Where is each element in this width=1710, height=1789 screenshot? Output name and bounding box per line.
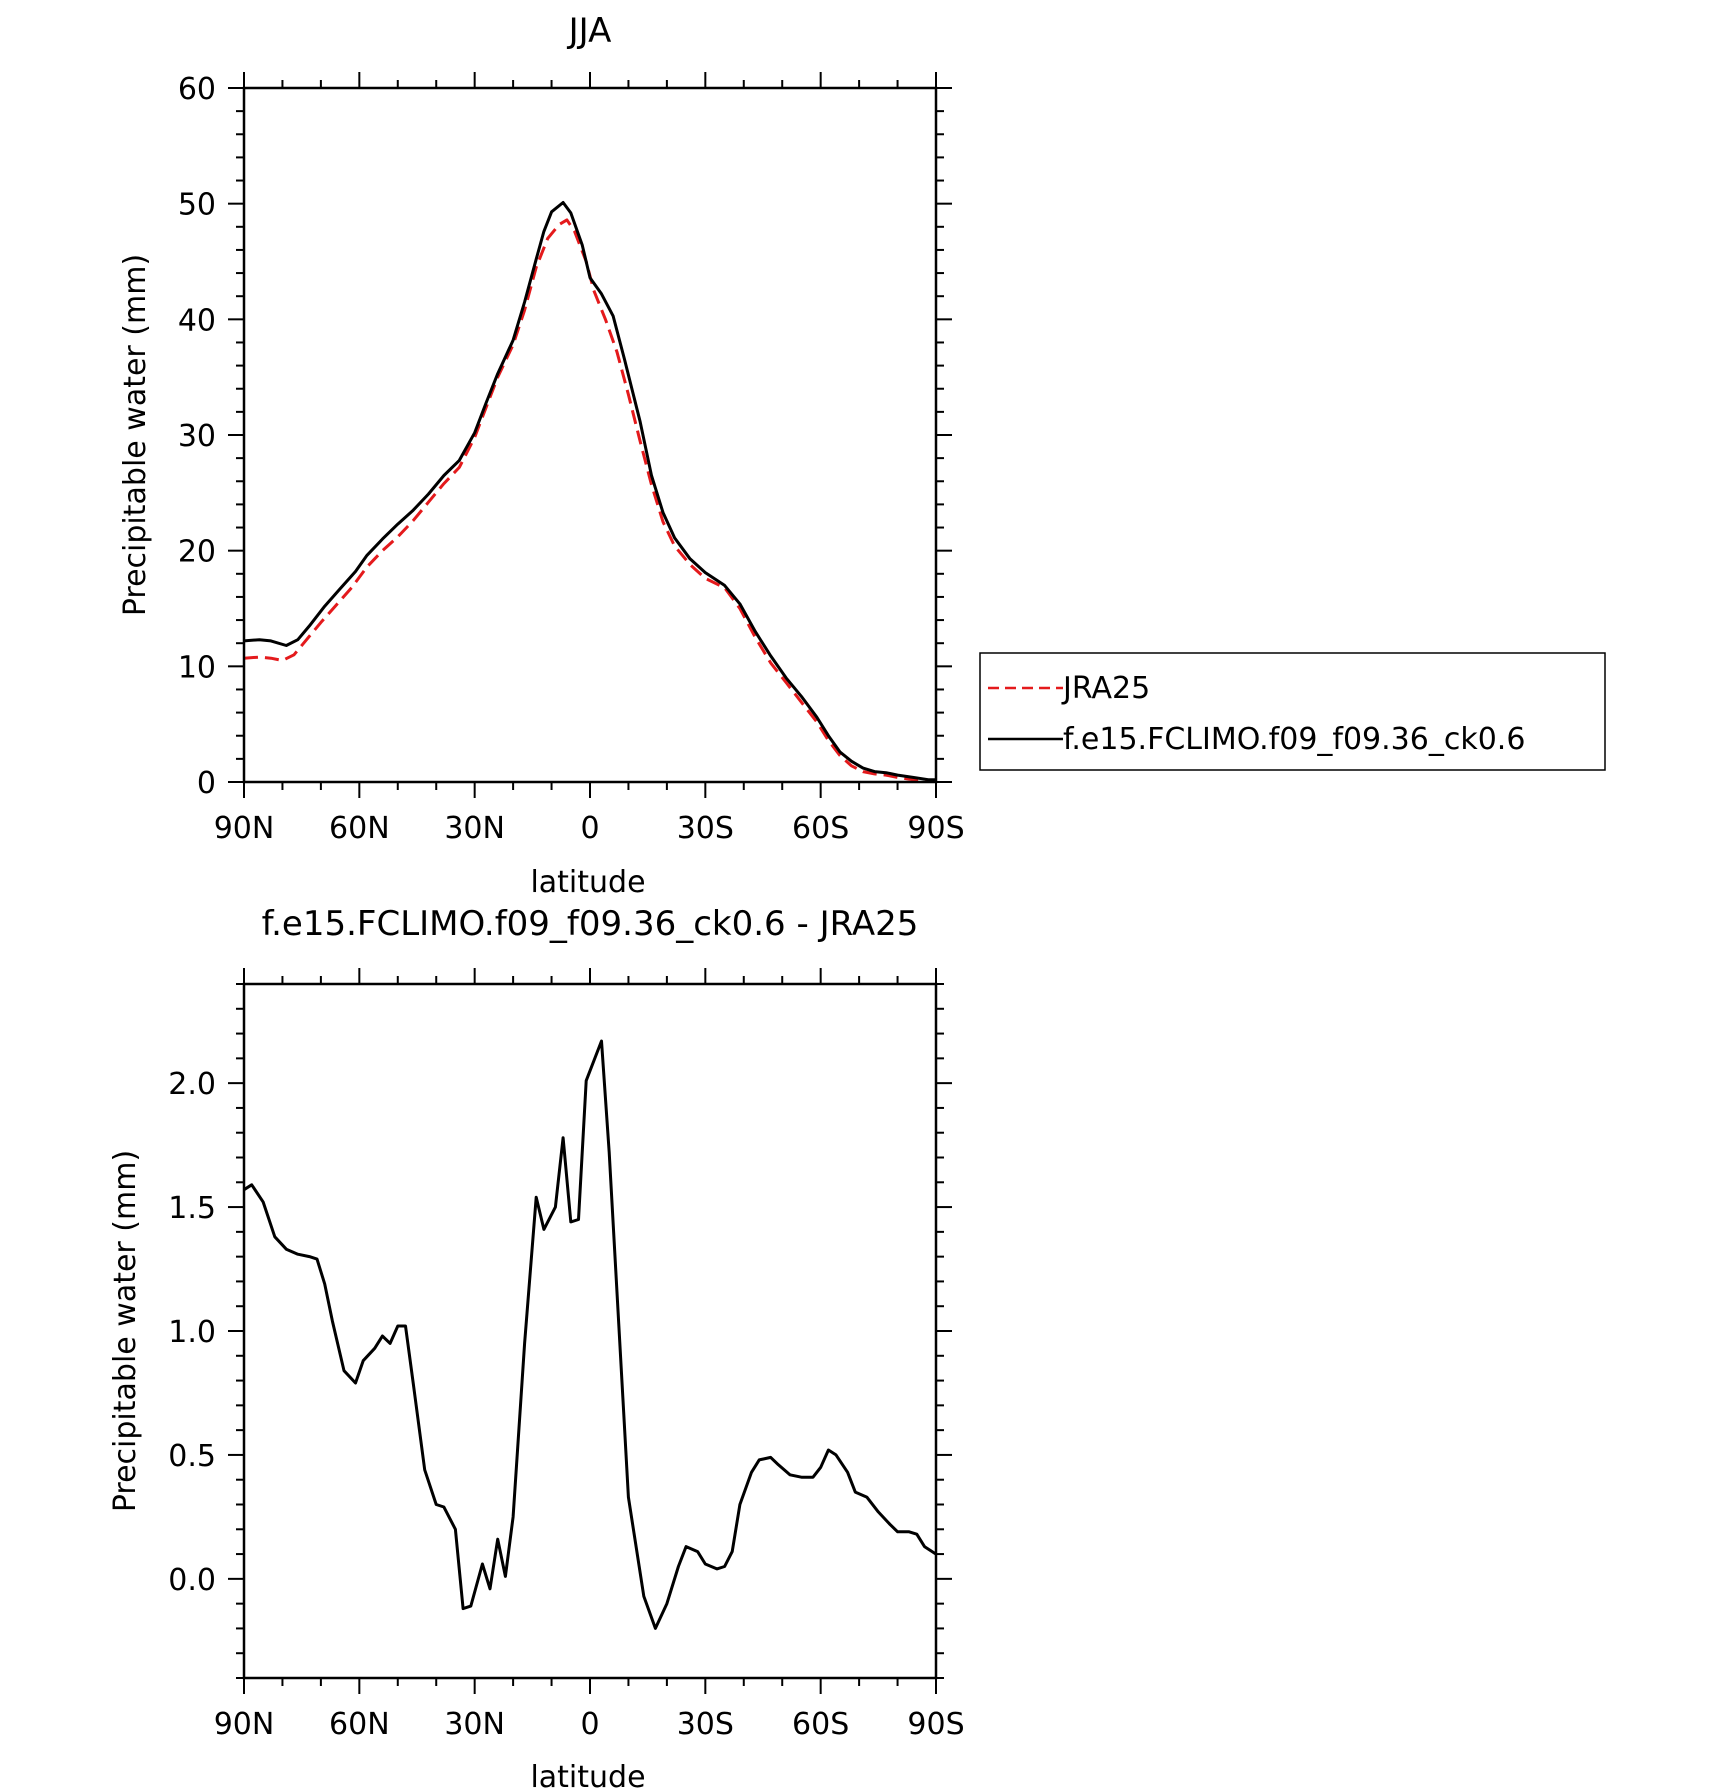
y-tick-label: 30 <box>178 419 216 454</box>
top-x-tick-labels: 90N 60N 30N 0 30S 60S 90S <box>214 811 965 846</box>
top-series-line-1 <box>243 201 936 782</box>
x-tick-label: 0 <box>580 1707 599 1742</box>
bottom-y-axis-label: Precipitable water (mm) <box>108 1150 143 1512</box>
bot-series-line-0 <box>243 1039 937 1630</box>
y-tick-label: 50 <box>178 188 216 223</box>
top-plot-frame <box>242 86 938 784</box>
y-tick-label: 60 <box>178 72 216 107</box>
x-tick-label: 0 <box>580 811 599 846</box>
top-plot: JJA 0 10 20 30 40 50 60 90N 60N 30N 0 30S 60S 90S la… <box>118 11 965 900</box>
top-series-lines <box>243 201 936 783</box>
top-tick-marks <box>228 72 952 798</box>
y-tick-label: 0.0 <box>168 1563 216 1598</box>
bottom-plot: f.e15.FCLIMO.f09_f09.36_ck0.6 - JRA25 0.… <box>108 904 965 1789</box>
y-tick-label: 0.5 <box>168 1439 216 1474</box>
x-tick-label: 90S <box>907 811 964 846</box>
legend: JRA25 f.e15.FCLIMO.f09_f09.36_ck0.6 <box>979 652 1606 771</box>
top-y-axis-label: Precipitable water (mm) <box>118 254 153 616</box>
legend-box <box>979 652 1606 771</box>
y-tick-label: 0 <box>197 766 216 801</box>
y-tick-label: 1.0 <box>168 1315 216 1350</box>
bottom-tick-marks <box>228 968 952 1694</box>
top-y-tick-labels: 0 10 20 30 40 50 60 <box>178 72 216 801</box>
bottom-y-tick-labels: 0.0 0.5 1.0 1.5 2.0 <box>168 1067 216 1598</box>
x-tick-label: 60S <box>792 1707 849 1742</box>
x-tick-label: 90N <box>214 1707 275 1742</box>
y-tick-label: 1.5 <box>168 1191 216 1226</box>
top-x-axis-label: latitude <box>530 865 645 900</box>
y-tick-label: 2.0 <box>168 1067 216 1102</box>
y-tick-label: 10 <box>178 650 216 685</box>
bottom-x-tick-labels: 90N 60N 30N 0 30S 60S 90S <box>214 1707 965 1742</box>
x-tick-label: 30N <box>444 811 505 846</box>
x-tick-label: 90N <box>214 811 275 846</box>
legend-jra25-label: JRA25 <box>1061 671 1150 706</box>
y-tick-label: 40 <box>178 303 216 338</box>
x-tick-label: 60N <box>329 1707 390 1742</box>
x-tick-label: 90S <box>907 1707 964 1742</box>
bottom-series-lines <box>243 1039 937 1630</box>
x-tick-label: 30N <box>444 1707 505 1742</box>
bottom-plot-title: f.e15.FCLIMO.f09_f09.36_ck0.6 - JRA25 <box>262 904 919 944</box>
bottom-plot-frame <box>242 982 938 1680</box>
legend-model-label: f.e15.FCLIMO.f09_f09.36_ck0.6 <box>1063 722 1525 757</box>
bottom-x-axis-label: latitude <box>530 1760 645 1789</box>
top-plot-title: JJA <box>567 11 612 51</box>
x-tick-label: 60S <box>792 811 849 846</box>
x-tick-label: 30S <box>677 1707 734 1742</box>
x-tick-label: 30S <box>677 811 734 846</box>
x-tick-label: 60N <box>329 811 390 846</box>
y-tick-label: 20 <box>178 535 216 570</box>
